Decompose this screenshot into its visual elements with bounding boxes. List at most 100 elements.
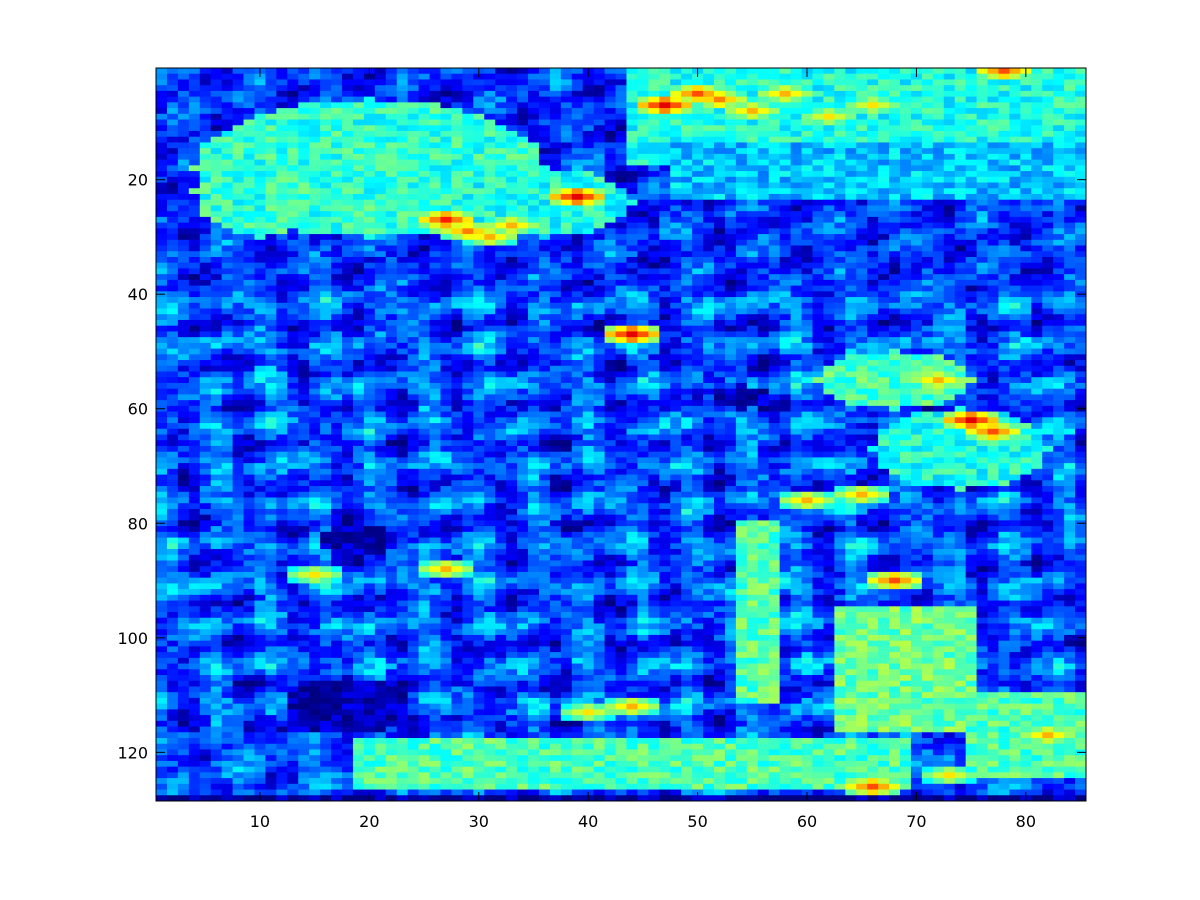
heatmap-cell: [615, 382, 628, 390]
heatmap-cell: [703, 279, 715, 287]
heatmap-cell: [1053, 90, 1065, 98]
heatmap-cell: [506, 211, 518, 218]
heatmap-cell: [790, 153, 803, 161]
heatmap-cell: [834, 85, 846, 92]
heatmap-cell: [593, 245, 606, 252]
heatmap-cell: [965, 279, 978, 287]
heatmap-cell: [757, 245, 770, 252]
heatmap-cell: [768, 125, 781, 132]
heatmap-cell: [1009, 251, 1021, 258]
heatmap-cell: [626, 159, 639, 166]
heatmap-cell: [265, 188, 277, 195]
heatmap-cell: [473, 239, 485, 247]
heatmap-cell: [363, 102, 376, 109]
heatmap-cell: [331, 108, 343, 115]
heatmap-cell: [1053, 153, 1065, 161]
heatmap-cell: [243, 228, 256, 235]
heatmap-cell: [243, 291, 256, 298]
heatmap-cell: [177, 308, 190, 315]
heatmap-cell: [199, 165, 212, 172]
heatmap-cell: [910, 85, 923, 92]
heatmap-cell: [188, 308, 201, 315]
heatmap-cell: [604, 119, 617, 126]
heatmap-cell: [166, 382, 179, 390]
heatmap-cell: [396, 268, 409, 275]
heatmap-cell: [637, 268, 649, 275]
heatmap-cell: [615, 142, 628, 149]
heatmap-cell: [352, 165, 365, 172]
heatmap-cell: [560, 205, 573, 212]
heatmap-cell: [932, 382, 945, 390]
heatmap-cell: [867, 68, 879, 75]
heatmap-cell: [320, 388, 332, 396]
heatmap-cell: [790, 216, 803, 224]
heatmap-cell: [538, 216, 551, 224]
heatmap-cell: [878, 142, 890, 149]
heatmap-cell: [221, 274, 234, 281]
heatmap-cell: [254, 239, 267, 247]
heatmap-cell: [287, 291, 299, 298]
heatmap-cell: [648, 371, 660, 378]
heatmap-cell: [571, 394, 584, 401]
heatmap-cell: [210, 142, 223, 149]
heatmap-cell: [604, 245, 617, 252]
heatmap-cell: [976, 113, 989, 121]
heatmap-cell: [910, 371, 923, 378]
heatmap-cell: [407, 268, 420, 275]
heatmap-cell: [878, 308, 890, 315]
heatmap-cell: [298, 234, 310, 241]
heatmap-cell: [571, 171, 584, 178]
heatmap-cell: [801, 394, 814, 401]
heatmap-cell: [670, 73, 682, 81]
heatmap-cell: [900, 108, 912, 115]
heatmap-cell: [932, 211, 945, 218]
heatmap-cell: [670, 382, 682, 390]
heatmap-cell: [757, 136, 770, 144]
heatmap-cell: [188, 113, 201, 121]
heatmap-cell: [856, 205, 868, 212]
heatmap-cell: [932, 176, 945, 184]
heatmap-cell: [166, 68, 179, 75]
heatmap-cell: [735, 342, 748, 350]
heatmap-cell: [823, 325, 835, 333]
heatmap-cell: [889, 125, 901, 132]
heatmap-cell: [714, 205, 726, 212]
heatmap-cell: [703, 371, 715, 378]
heatmap-cell: [1020, 113, 1032, 121]
heatmap-cell: [1053, 274, 1065, 281]
heatmap-cell: [943, 234, 956, 241]
heatmap-cell: [342, 274, 354, 281]
heatmap-cell: [659, 382, 671, 390]
heatmap-cell: [965, 199, 978, 207]
heatmap-cell: [342, 85, 354, 92]
heatmap-cell: [790, 96, 803, 103]
heatmap-cell: [210, 285, 223, 292]
heatmap-cell: [352, 193, 365, 201]
heatmap-cell: [867, 337, 879, 344]
heatmap-cell: [429, 96, 442, 103]
heatmap-cell: [549, 274, 562, 281]
heatmap-cell: [724, 285, 737, 292]
heatmap-cell: [779, 113, 792, 121]
heatmap-cell: [462, 262, 474, 270]
heatmap-cell: [703, 108, 715, 115]
heatmap-cell: [254, 319, 267, 327]
heatmap-cell: [571, 113, 584, 121]
heatmap-cell: [232, 325, 245, 333]
heatmap-cell: [560, 125, 573, 132]
heatmap-cell: [309, 365, 321, 373]
heatmap-cell: [900, 113, 912, 121]
heatmap-cell: [604, 291, 617, 298]
heatmap-cell: [615, 182, 628, 189]
heatmap-cell: [517, 314, 529, 321]
heatmap-cell: [910, 325, 923, 333]
heatmap-cell: [462, 182, 474, 189]
heatmap-cell: [637, 262, 649, 270]
heatmap-cell: [462, 125, 474, 132]
heatmap-cell: [801, 400, 814, 407]
heatmap-cell: [834, 285, 846, 292]
heatmap-cell: [1042, 90, 1054, 98]
heatmap-cell: [878, 348, 890, 355]
heatmap-cell: [987, 285, 1000, 292]
heatmap-cell: [779, 193, 792, 201]
